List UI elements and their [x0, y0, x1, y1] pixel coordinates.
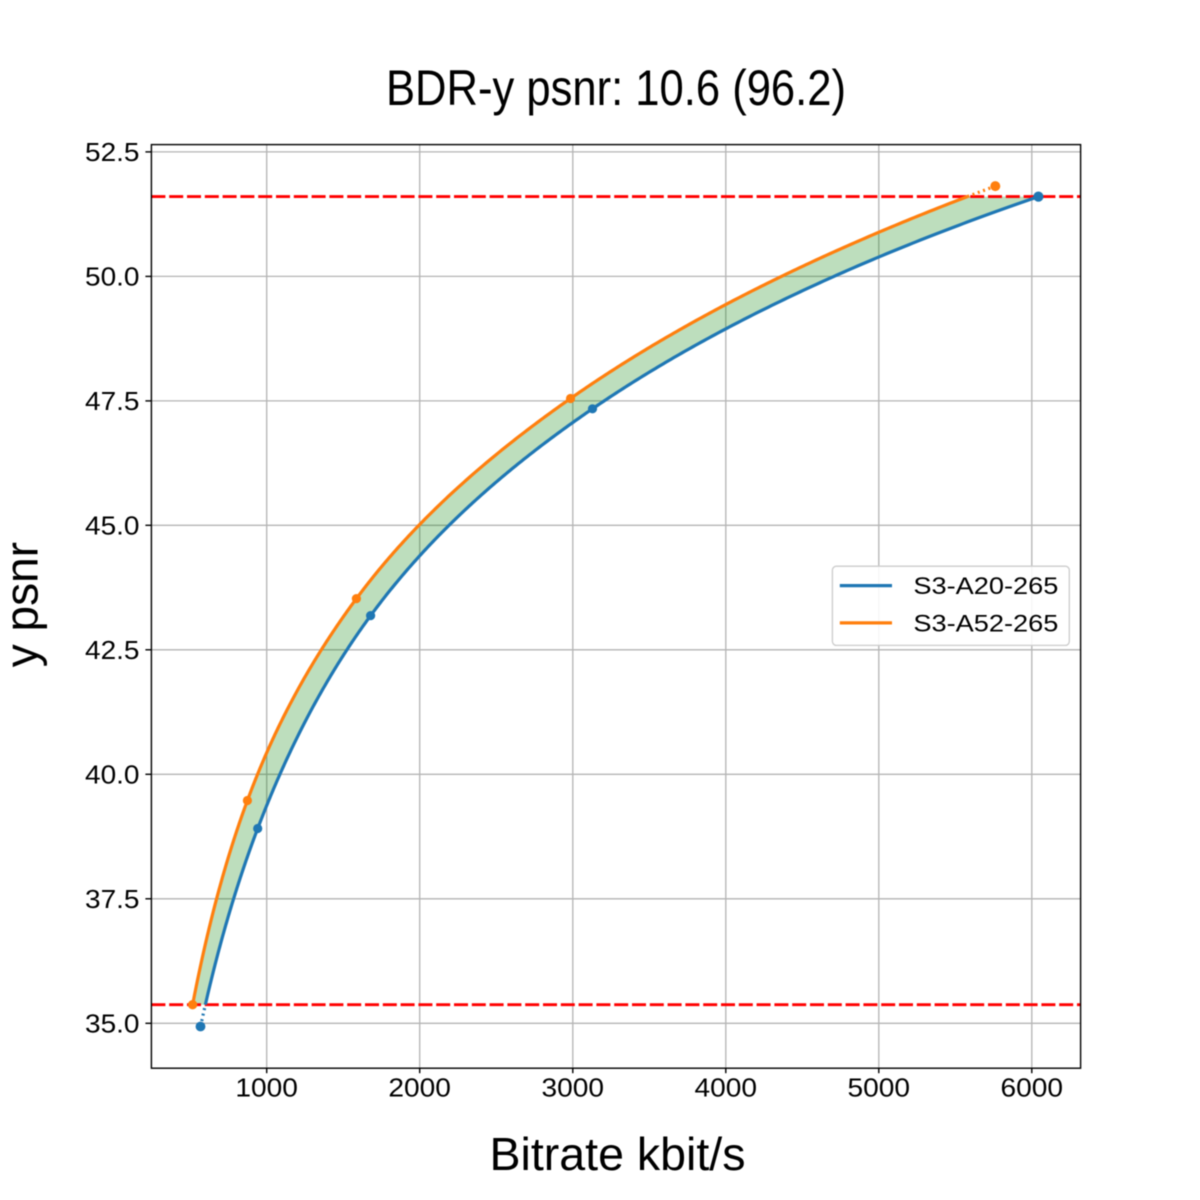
svg-text:S3-A20-265: S3-A20-265	[913, 573, 1058, 600]
svg-text:37.5: 37.5	[85, 884, 140, 914]
svg-text:1000: 1000	[235, 1073, 298, 1103]
svg-text:y psnr: y psnr	[0, 542, 48, 667]
svg-text:6000: 6000	[1001, 1073, 1064, 1103]
svg-text:35.0: 35.0	[85, 1008, 140, 1038]
svg-text:42.5: 42.5	[85, 635, 140, 665]
svg-text:Bitrate kbit/s: Bitrate kbit/s	[490, 1128, 746, 1180]
svg-text:5000: 5000	[848, 1073, 911, 1103]
svg-text:3000: 3000	[542, 1073, 605, 1103]
svg-text:47.5: 47.5	[85, 386, 140, 416]
svg-text:S3-A52-265: S3-A52-265	[913, 610, 1058, 637]
svg-text:40.0: 40.0	[85, 759, 140, 789]
svg-text:4000: 4000	[695, 1073, 758, 1103]
svg-text:50.0: 50.0	[85, 261, 140, 291]
svg-text:2000: 2000	[388, 1073, 451, 1103]
svg-text:BDR-y psnr: 10.6 (96.2): BDR-y psnr: 10.6 (96.2)	[386, 60, 846, 116]
svg-text:45.0: 45.0	[85, 510, 140, 540]
svg-text:52.5: 52.5	[85, 137, 140, 167]
